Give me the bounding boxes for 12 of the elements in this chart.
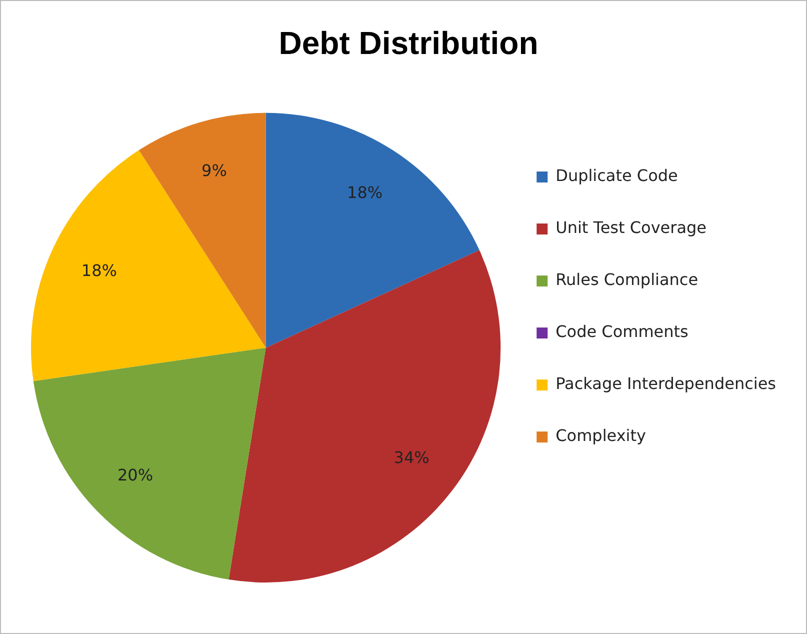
chart-title: Debt Distribution	[278, 25, 538, 62]
data-label: 18%	[347, 182, 383, 202]
legend-label: Duplicate Code	[556, 166, 678, 186]
data-label: 9%	[202, 161, 227, 180]
legend-label: Code Comments	[556, 322, 688, 342]
legend-label: Rules Compliance	[556, 270, 698, 290]
data-label: 20%	[117, 465, 154, 484]
legend-label: Package Interdependencies	[556, 374, 776, 394]
data-label: 34%	[394, 448, 430, 467]
legend-label: Unit Test Coverage	[556, 218, 707, 238]
data-label: 18%	[81, 260, 117, 280]
legend-label: Complexity	[556, 426, 646, 446]
